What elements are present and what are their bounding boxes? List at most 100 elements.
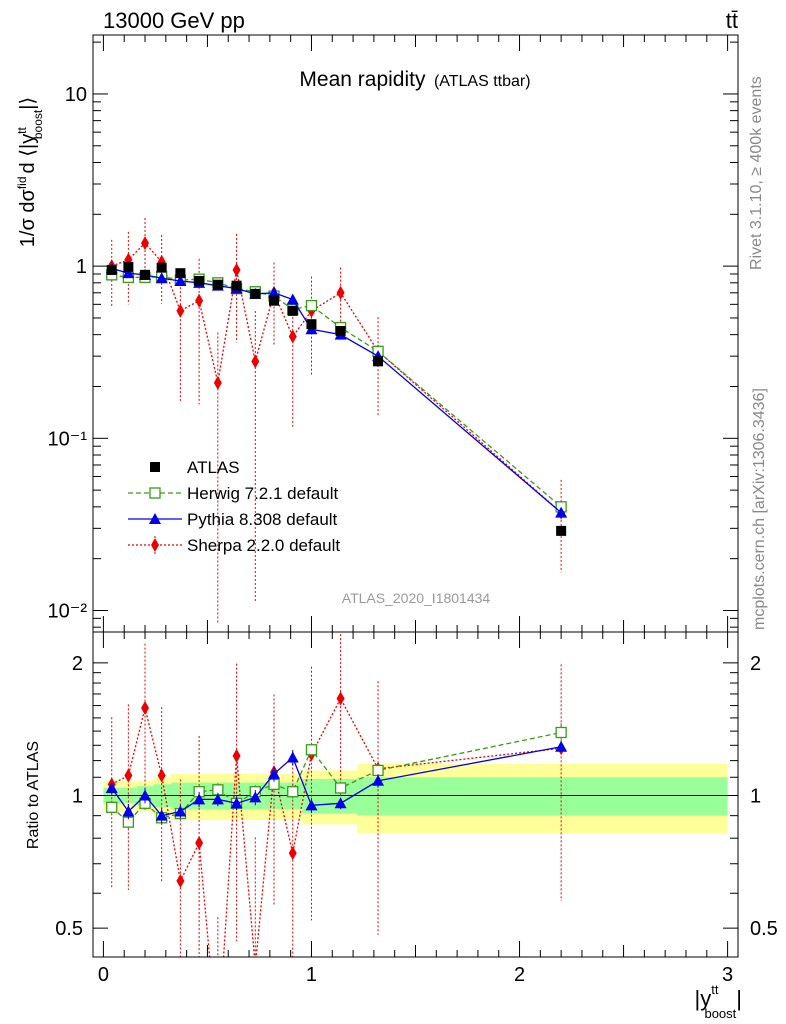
ratio-point [336,691,345,706]
ratio-point [139,789,152,801]
x-tick-label: 3 [722,964,733,986]
data-point [336,285,345,300]
ratio-point [249,791,262,803]
ratio-point [268,767,281,779]
legend: ATLAS Herwig 7.2.1 default Pythia 8.308 de… [128,458,340,555]
watermark: ATLAS_2020_I1801434 [342,590,491,606]
ratio-point [155,809,168,821]
x-axis-label-end: | [736,986,742,1011]
legend-marker [149,513,161,524]
data-point [175,268,186,279]
ratio-point [193,793,206,805]
ratio-point [124,768,133,783]
ratio-line [111,731,562,824]
ratio-point [122,805,135,817]
ratio-point [334,797,347,809]
ratio-series-pythia [105,740,568,824]
data-point [156,262,167,273]
data-point [286,293,299,305]
ratio-point [334,782,347,794]
ratio-point [305,744,318,756]
main-ylabel: 1/σ dσfid d ⟨|ytt boost|⟩ [15,97,45,247]
ratio-point [372,764,384,777]
ratio-point [211,793,224,805]
site-label: mcplots.cern.ch [arXiv:1306.3436] [751,388,768,630]
ratio-ticks: 0.5 0.5 1 1 2 2 [55,653,778,940]
data-point [306,319,317,330]
y-tick-label: 10⁻² [48,600,88,622]
ratio-point [195,836,204,851]
x-axis-label-sub: boost [704,1006,736,1021]
plot-title-main: Mean rapidity [299,68,426,91]
ratio-tick-label-right: 1 [750,785,761,807]
header-right: tt̄ [726,8,738,33]
data-point [174,274,187,286]
ratio-point [286,751,299,763]
data-point [555,506,568,518]
ratio-point [230,797,243,809]
y-tick-label: 10⁻¹ [48,428,88,450]
rivet-label: Rivet 3.1.10, ≥ 400k events [748,76,765,270]
data-point [250,288,261,299]
ratio-point [232,748,241,763]
ratio-point [141,700,150,715]
ratio-point [555,726,567,739]
legend-marker [149,487,161,499]
series-atlas [106,261,567,536]
data-point [194,275,205,286]
legend-label: Herwig 7.2.1 default [187,484,338,503]
y-tick-label: 1 [76,256,87,278]
ratio-point [157,768,166,783]
data-point [195,293,204,308]
plot-title-sub: (ATLAS ttbar) [434,73,531,90]
main-ylabel-den-end: |⟩ [17,97,39,110]
x-axis-label-sup: tt [711,982,719,997]
data-point [232,262,241,277]
ratio-point [176,873,185,888]
plot-title: Mean rapidity (ATLAS ttbar) [299,68,530,91]
data-point [287,305,298,316]
legend-marker [150,462,160,472]
main-ylabel-den: d ⟨|y [17,134,39,174]
data-point [106,264,117,275]
ratio-tick-label: 0.5 [55,918,83,940]
data-point [251,354,260,369]
data-point [373,356,384,367]
ratio-point [105,781,118,793]
series-line [111,242,562,514]
ratio-tick-label-right: 0.5 [750,918,778,940]
data-point [305,299,318,312]
legend-label: Sherpa 2.2.0 default [187,536,340,555]
x-tick-label: 0 [98,964,109,986]
ratio-point [287,786,299,798]
data-point [123,261,134,272]
data-point [269,295,280,306]
main-data [105,217,568,624]
x-tick-label: 2 [514,964,525,986]
data-point [231,280,242,291]
main-plot-area [93,35,738,632]
legend-label: ATLAS [187,458,240,477]
y-tick-label: 10 [65,84,87,106]
main-ylabel-den-sup: tt [15,126,29,133]
ratio-series-herwig [106,723,567,829]
x-tick-label: 1 [306,964,317,986]
data-point [122,267,135,279]
ratio-point [106,801,118,813]
ratio-series-sherpa [107,634,566,957]
ratio-tick-label: 1 [72,785,83,807]
ratio-point [555,740,568,752]
data-point [155,272,168,284]
data-point [335,326,346,337]
header-left: 13000 GeV pp [103,8,245,33]
ratio-point [305,799,318,811]
ratio-data [105,634,568,957]
main-ylabel-frac: 1/σ dσ [17,189,39,248]
x-axis-label: |ytt boost| [695,982,742,1021]
ratio-point [372,774,385,786]
main-ticks: 10⁻² 10⁻¹ 1 10 [48,41,738,628]
legend-marker [151,538,159,552]
ratio-tick-label: 2 [72,653,83,675]
data-point [268,286,281,298]
x-axis: 0 1 2 3 [98,35,733,986]
